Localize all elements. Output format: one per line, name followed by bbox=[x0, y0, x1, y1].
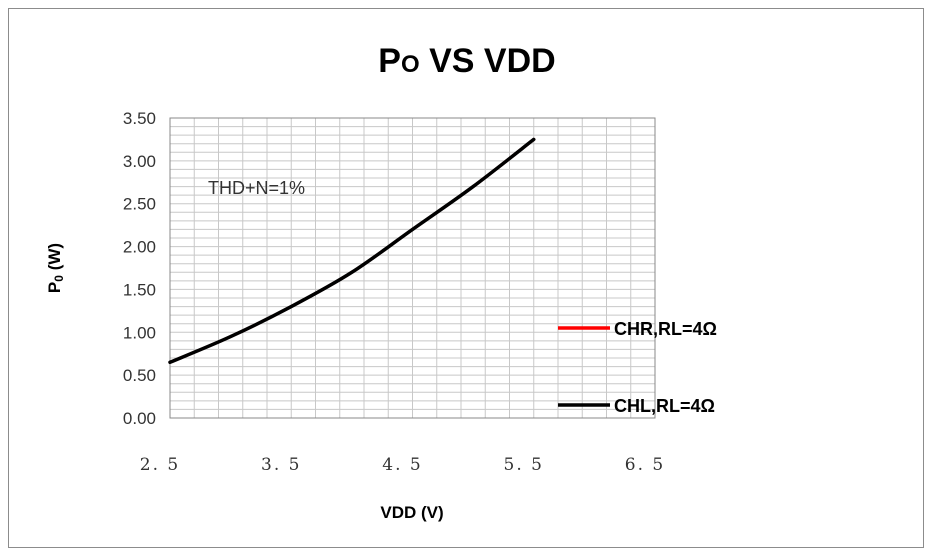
legend-label: CHL,RL=4Ω bbox=[614, 396, 715, 416]
y-tick-label: 2.00 bbox=[123, 238, 156, 257]
y-axis-label: P0 (W) bbox=[45, 243, 66, 293]
y-tick-label: 0.00 bbox=[123, 409, 156, 428]
x-tick-label: 6. 5 bbox=[625, 455, 665, 475]
x-tick-label: 3. 5 bbox=[261, 455, 301, 475]
y-tick-label: 3.50 bbox=[123, 109, 156, 128]
x-tick-labels: 2. 5 3. 5 4. 5 5. 5 6. 5 bbox=[140, 455, 665, 475]
thd-annotation: THD+N=1% bbox=[208, 178, 305, 198]
plot-border bbox=[169, 117, 656, 419]
series-line-2 bbox=[168, 137, 536, 365]
series-lines bbox=[168, 137, 536, 365]
x-axis-label: VDD (V) bbox=[380, 503, 443, 522]
y-tick-label: 3.00 bbox=[123, 152, 156, 171]
y-tick-label: 0.50 bbox=[123, 366, 156, 385]
y-tick-label: 1.50 bbox=[123, 280, 156, 299]
x-tick-label: 2. 5 bbox=[140, 455, 180, 475]
x-tick-label: 5. 5 bbox=[504, 455, 544, 475]
chart-frame bbox=[8, 8, 924, 548]
plot-grid bbox=[169, 117, 656, 419]
legend: CHR,RL=4Ω CHL,RL=4Ω bbox=[558, 319, 717, 416]
chart-title: PO VS VDD bbox=[378, 42, 555, 80]
y-tick-labels: 0.00 0.50 1.00 1.50 2.00 2.50 3.00 3.50 bbox=[123, 109, 156, 428]
series-line-1 bbox=[168, 137, 536, 364]
y-tick-label: 2.50 bbox=[123, 195, 156, 214]
legend-label: CHR,RL=4Ω bbox=[614, 319, 717, 339]
x-tick-label: 4. 5 bbox=[382, 455, 422, 475]
y-tick-label: 1.00 bbox=[123, 323, 156, 342]
